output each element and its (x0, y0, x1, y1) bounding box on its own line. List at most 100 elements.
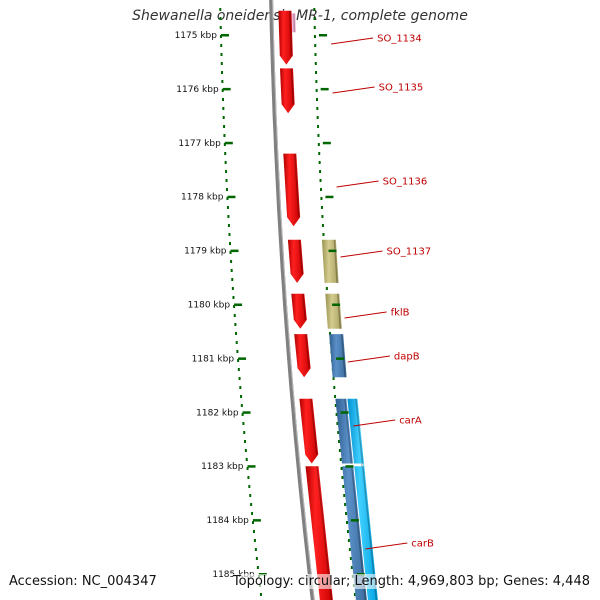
ruler-dot-left (230, 260, 233, 263)
ruler-tick-left (227, 195, 236, 199)
ruler-dot-left (246, 467, 249, 470)
ruler-dot-right (313, 8, 316, 11)
ruler-dot-left (224, 161, 227, 164)
ruler-tick-right (332, 303, 341, 306)
ruler-tick-label: 1175 kbp (175, 31, 218, 41)
gene-cds-SO_1135 (280, 68, 295, 114)
feature-steel-blue-edge (340, 334, 346, 378)
ruler-dot-right (335, 413, 338, 416)
ruler-tick-label: 1176 kbp (176, 85, 219, 95)
ruler-dot-left (251, 521, 254, 524)
ruler-dot-left (242, 422, 245, 425)
gene-cds-SO_1136-edge (294, 153, 300, 218)
ruler-dot-left (228, 233, 231, 236)
ruler-dot-left (230, 269, 233, 272)
ruler-dot-right (317, 143, 320, 146)
ruler-dot-left (225, 179, 228, 182)
ruler-dot-left (237, 368, 240, 371)
ruler-dot-right (319, 179, 322, 182)
ruler-dot-left (238, 377, 241, 380)
ruler-tick-right (320, 87, 329, 91)
ruler-dot-left (231, 278, 234, 281)
ruler-dot-right (348, 548, 351, 551)
ruler-dot-left (223, 134, 226, 137)
gene-label-line (344, 311, 387, 319)
ruler-dot-left (249, 494, 252, 497)
gene-label-SO_1135: SO_1135 (379, 83, 424, 94)
feature-tracks (278, 10, 378, 600)
ruler-dot-right (318, 161, 321, 164)
ruler-tick-right (340, 411, 349, 414)
feature-pink-edge (293, 13, 296, 33)
ruler-dot-right (319, 188, 322, 191)
ruler-dot-left (226, 197, 229, 200)
gene-cds-dapB-edge (304, 334, 310, 369)
ruler-dot-left (229, 251, 232, 254)
ruler-dot-right (315, 80, 318, 83)
ruler-tick-right (318, 34, 327, 37)
ruler-tick-label: 1178 kbp (181, 193, 224, 203)
gene-labels: SO_1134 SO_1135 SO_1136 SO_1137 fklB dapB carA… (331, 34, 434, 550)
feature-steel-blue (335, 398, 367, 600)
ruler-dot-left (231, 287, 234, 290)
ruler-tick-left (222, 87, 231, 91)
ruler-dot-right (353, 593, 356, 596)
ruler-dot-right (319, 170, 322, 173)
ruler-dot-left (228, 242, 231, 245)
ruler-dot-right (313, 35, 316, 38)
ruler-dot-right (345, 521, 348, 524)
ruler-dot-right (338, 449, 341, 452)
ruler-dot-left (232, 296, 235, 299)
ruler-tick-left (242, 411, 251, 414)
ruler-dot-left (219, 8, 222, 11)
ruler-tick-left (252, 519, 261, 522)
ruler-dot-left (220, 53, 223, 56)
gene-label-carB: carB (411, 539, 434, 550)
ruler-dot-left (225, 188, 228, 191)
ruler-dot-left (219, 26, 222, 29)
ruler-tick-right (345, 465, 354, 468)
ruler-dot-left (220, 62, 223, 65)
ruler-dot-left (227, 224, 230, 227)
ruler-dot-right (316, 116, 319, 119)
summary-text: Topology: circular; Length: 4,969,803 bp… (232, 574, 590, 589)
ruler-dot-left (222, 107, 225, 110)
feature-olive-edge (337, 293, 342, 329)
ruler-dot-left (235, 341, 238, 344)
ruler-dot-right (332, 377, 335, 380)
ruler-dot-right (318, 152, 321, 155)
ruler-dot-right (341, 476, 344, 479)
ruler-dot-left (241, 413, 244, 416)
ruler-tick-left (247, 465, 256, 468)
ruler-dot-right (334, 404, 337, 407)
gene-cds-dapB (294, 334, 311, 378)
ruler-dot-right (314, 44, 317, 47)
ruler-dot-right (314, 53, 317, 56)
ruler-tick-right (336, 357, 345, 360)
ruler-dot-right (317, 134, 320, 137)
ruler-dot-left (251, 512, 254, 515)
ruler-dot-left (235, 332, 238, 335)
gene-label-SO_1136: SO_1136 (383, 177, 428, 188)
gene-cds-fklB-edge (302, 293, 307, 320)
ruler-tick-label: 1179 kbp (184, 247, 227, 257)
gene-cds-SO_1137 (287, 239, 304, 283)
gene-cds-fklB (291, 293, 307, 329)
backbone-highlight (272, 0, 315, 600)
ruler-dot-right (314, 62, 317, 65)
gene-label-line (336, 180, 379, 188)
ruler-dot-right (313, 17, 316, 20)
gene-cds-SO_1134-edge (289, 10, 293, 56)
gene-label-line (340, 250, 383, 258)
ruler-dot-left (233, 305, 236, 308)
ruler-dot-left (254, 548, 257, 551)
ruler-ticks: 1175 kbp 1176 kbp 1177 kbp 1178 kbp 1179 kbp… (175, 31, 365, 580)
ruler-dot-left (239, 386, 242, 389)
ruler-dot-left (244, 440, 247, 443)
gene-label-line (331, 37, 374, 45)
feature-steel-blue-edge (344, 398, 367, 600)
gene-cds-SO_1135-edge (290, 68, 294, 105)
ruler-tick-label: 1182 kbp (196, 408, 239, 418)
ruler-dot-right (350, 566, 353, 569)
gene-label-dapB: dapB (394, 352, 420, 363)
